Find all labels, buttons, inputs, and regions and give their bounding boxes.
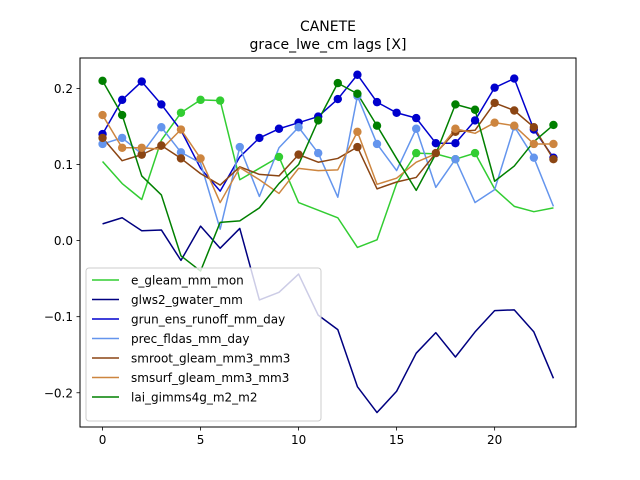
data-point-e_gleam_mm_mon-5 [196, 95, 205, 105]
data-point-prec_fldas_mm_day-7 [235, 142, 244, 152]
data-point-e_gleam_mm_mon-4 [176, 108, 186, 117]
chart-subtitle: grace_lwe_cm lags [X] [250, 37, 407, 53]
data-point-grun_ens_runoff_mm_day-16 [412, 113, 421, 123]
plot-markers [98, 70, 558, 164]
y-axis-ticks: −0.2 −0.1 0.0 0.1 0.2 [44, 82, 80, 400]
data-point-smsurf_gleam_mm3_mm3-0 [98, 110, 107, 120]
data-point-smsurf_gleam_mm3_mm3-1 [117, 143, 127, 152]
data-point-smroot_gleam_mm3_mm3-4 [176, 154, 186, 163]
data-point-lai_gimms4g_m2_m2-11 [314, 116, 323, 125]
y-tick-label: 0.1 [54, 158, 73, 172]
data-point-prec_fldas_mm_day-0 [98, 139, 107, 149]
data-point-grun_ens_runoff_mm_day-8 [255, 133, 264, 143]
data-point-grun_ens_runoff_mm_day-17 [431, 139, 441, 148]
series-line-smsurf_gleam_mm3_mm3 [101, 114, 554, 204]
data-point-smsurf_gleam_mm3_mm3-21 [510, 121, 519, 130]
y-tick-label: −0.2 [44, 386, 73, 400]
data-point-grun_ens_runoff_mm_day-20 [490, 83, 499, 92]
series-line-prec_fldas_mm_day [102, 95, 555, 230]
data-point-smroot_gleam_mm3_mm3-17 [431, 148, 441, 158]
data-point-grun_ens_runoff_mm_day-21 [510, 74, 519, 83]
data-point-smsurf_gleam_mm3_mm3-18 [451, 124, 460, 133]
data-point-lai_gimms4g_m2_m2-0 [98, 76, 107, 86]
data-point-smsurf_gleam_mm3_mm3-5 [196, 154, 205, 163]
series-line-glws2_gwater_mm [102, 217, 555, 414]
legend-box [85, 267, 322, 422]
data-point-smsurf_gleam_mm3_mm3-23 [549, 139, 558, 149]
data-point-smroot_gleam_mm3_mm3-22 [529, 123, 539, 132]
data-point-prec_fldas_mm_day-10 [294, 123, 303, 132]
data-point-smroot_gleam_mm3_mm3-3 [157, 141, 166, 150]
data-point-smroot_gleam_mm3_mm3-21 [510, 106, 519, 115]
data-point-smsurf_gleam_mm3_mm3-4 [176, 125, 186, 134]
data-point-lai_gimms4g_m2_m2-14 [372, 121, 382, 130]
data-point-smroot_gleam_mm3_mm3-23 [549, 154, 558, 164]
data-point-e_gleam_mm_mon-16 [412, 148, 421, 158]
legend-label-e_gleam_mm_mon: e_gleam_mm_mon [131, 274, 244, 288]
legend-label-prec_fldas_mm_day: prec_fldas_mm_day [131, 332, 250, 346]
x-tick-label: 10 [291, 433, 306, 447]
x-tick-label: 15 [389, 433, 404, 447]
data-point-smsurf_gleam_mm3_mm3-22 [529, 139, 539, 149]
data-point-lai_gimms4g_m2_m2-23 [549, 120, 558, 130]
x-axis-ticks: 0 5 10 15 20 [99, 427, 502, 447]
plot-frame [79, 57, 577, 428]
data-point-prec_fldas_mm_day-11 [314, 148, 323, 158]
data-point-smsurf_gleam_mm3_mm3-2 [137, 143, 146, 152]
y-tick-label: 0.0 [54, 234, 73, 248]
data-point-prec_fldas_mm_day-1 [117, 133, 127, 143]
legend-label-smsurf_gleam_mm3_mm3: smsurf_gleam_mm3_mm3 [131, 371, 289, 385]
data-point-prec_fldas_mm_day-18 [451, 154, 460, 164]
data-point-grun_ens_runoff_mm_day-3 [157, 100, 166, 109]
data-point-grun_ens_runoff_mm_day-14 [372, 97, 382, 107]
data-point-smroot_gleam_mm3_mm3-13 [353, 142, 362, 152]
data-point-prec_fldas_mm_day-14 [372, 139, 382, 149]
data-point-lai_gimms4g_m2_m2-13 [353, 89, 362, 98]
legend-label-smroot_gleam_mm3_mm3: smroot_gleam_mm3_mm3 [131, 352, 290, 366]
data-point-grun_ens_runoff_mm_day-18 [451, 139, 460, 148]
x-tick-label: 20 [487, 433, 502, 447]
data-point-e_gleam_mm_mon-9 [274, 152, 284, 162]
series-line-e_gleam_mm_mon [101, 99, 554, 249]
data-point-prec_fldas_mm_day-16 [412, 124, 421, 133]
legend-label-lai_gimms4g_m2_m2: lai_gimms4g_m2_m2 [131, 391, 258, 405]
data-point-grun_ens_runoff_mm_day-2 [137, 77, 146, 86]
data-point-e_gleam_mm_mon-19 [470, 148, 480, 158]
data-point-smroot_gleam_mm3_mm3-20 [490, 98, 499, 108]
data-point-grun_ens_runoff_mm_day-12 [333, 94, 342, 104]
data-point-smroot_gleam_mm3_mm3-0 [98, 133, 107, 143]
data-point-prec_fldas_mm_day-3 [157, 123, 166, 132]
y-tick-label: 0.2 [54, 82, 73, 96]
data-point-lai_gimms4g_m2_m2-12 [333, 78, 342, 88]
data-point-smroot_gleam_mm3_mm3-2 [137, 150, 146, 159]
y-tick-label: −0.1 [44, 310, 73, 324]
data-point-grun_ens_runoff_mm_day-1 [117, 95, 127, 105]
data-point-e_gleam_mm_mon-6 [215, 96, 225, 105]
x-tick-label: 5 [197, 433, 205, 447]
data-point-prec_fldas_mm_day-4 [176, 148, 186, 157]
data-point-lai_gimms4g_m2_m2-18 [451, 100, 460, 109]
data-point-grun_ens_runoff_mm_day-15 [392, 108, 401, 117]
data-point-lai_gimms4g_m2_m2-19 [470, 105, 480, 114]
data-point-grun_ens_runoff_mm_day-13 [353, 70, 362, 79]
data-point-grun_ens_runoff_mm_day-19 [470, 116, 480, 125]
data-point-smsurf_gleam_mm3_mm3-20 [490, 118, 499, 127]
data-point-smroot_gleam_mm3_mm3-10 [294, 150, 303, 159]
data-point-smsurf_gleam_mm3_mm3-13 [353, 127, 362, 136]
legend-label-glws2_gwater_mm: glws2_gwater_mm [131, 293, 243, 307]
data-point-prec_fldas_mm_day-22 [529, 153, 539, 162]
x-tick-label: 0 [99, 433, 107, 447]
legend-label-grun_ens_runoff_mm_day: grun_ens_runoff_mm_day [131, 313, 285, 327]
legend: e_gleam_mm_mon glws2_gwater_mm grun_ens_ru… [85, 267, 322, 422]
chart-title: CANETE [300, 19, 356, 35]
data-point-lai_gimms4g_m2_m2-1 [117, 110, 127, 120]
series-line-grun_ens_runoff_mm_day [101, 73, 555, 192]
data-point-grun_ens_runoff_mm_day-9 [274, 124, 284, 133]
